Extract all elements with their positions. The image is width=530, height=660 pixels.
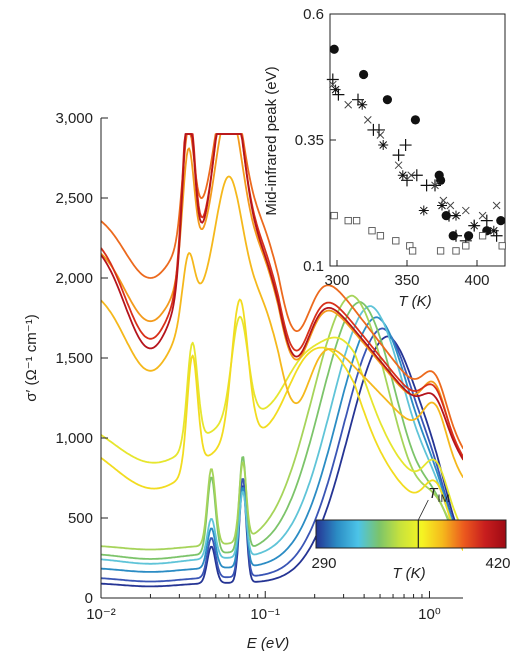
main-x-tick-label: 10⁻¹	[250, 606, 280, 623]
inset-point-open-square	[462, 242, 470, 250]
inset-point-cross	[394, 161, 403, 170]
main-x-tick-label: 10⁰	[418, 606, 441, 623]
inset-point-filled-circle	[382, 95, 392, 105]
inset-point-asterisk	[418, 205, 429, 216]
inset-point-asterisk	[488, 225, 499, 236]
spectrum-curve	[101, 133, 463, 450]
inset-y-axis-label: Mid-infrared peak (eV)	[263, 66, 280, 215]
main-y-tick-label: 3,000	[55, 110, 93, 127]
spectrum-curve	[101, 301, 463, 560]
main-x-axis-label: E (eV)	[247, 635, 290, 652]
main-y-tick-label: 1,000	[55, 430, 93, 447]
inset-point-asterisk	[451, 210, 461, 221]
inset-point-asterisk	[469, 220, 480, 231]
inset-chart: 300 350 400 0.1 0.35 0.6 T (K) Mid-infrared p…	[263, 6, 506, 310]
inset-point-asterisk	[397, 170, 408, 181]
inset-point-cross	[478, 211, 487, 220]
main-y-tick-label: 0	[85, 590, 93, 607]
inset-point-cross	[492, 201, 501, 210]
spectrum-curve	[101, 298, 463, 551]
colorbar-min-label: 290	[311, 555, 336, 572]
spectrum-curve	[101, 294, 463, 551]
main-x-tick-label: 10⁻²	[86, 606, 116, 623]
main-y-axis-label: σ′ (Ω⁻¹ cm⁻¹)	[23, 314, 40, 401]
inset-point-cross	[328, 80, 337, 89]
spectrum-curve	[101, 315, 463, 531]
inset-ticks: 300 350 400 0.1 0.35 0.6	[295, 6, 490, 289]
spectrum-curve	[101, 335, 463, 588]
spectrum-curve	[101, 133, 463, 458]
colorbar-gradient	[315, 519, 507, 549]
inset-point-cross	[446, 201, 455, 210]
inset-point-plus	[490, 229, 503, 242]
inset-point-cross	[363, 115, 372, 124]
inset-point-cross	[439, 196, 448, 205]
colorbar: TIM 290 420 T (K)	[311, 485, 510, 582]
main-y-tick-label: 2,500	[55, 190, 93, 207]
inset-point-filled-circle	[496, 216, 506, 226]
main-y-tick-label: 2,000	[55, 270, 93, 287]
spectrum-curve	[101, 133, 463, 460]
inset-point-asterisk	[357, 99, 368, 110]
inset-y-tick-label: 0.1	[303, 258, 324, 275]
inset-x-tick-label: 400	[464, 272, 489, 289]
inset-x-axis-label: T (K)	[398, 293, 431, 310]
inset-point-cross	[376, 131, 385, 139]
spectrum-curve	[101, 175, 463, 478]
inset-point-open-square	[344, 216, 352, 225]
colorbar-tim-label: TIM	[428, 485, 449, 505]
inset-point-open-square	[376, 232, 385, 240]
inset-point-plus	[450, 229, 462, 242]
inset-point-asterisk	[378, 140, 389, 151]
inset-point-plus	[399, 139, 412, 152]
inset-point-cross	[431, 181, 439, 190]
inset-point-open-square	[392, 237, 400, 245]
inset-point-plus	[332, 88, 345, 101]
inset-point-filled-circle	[410, 115, 420, 125]
main-y-tick-label: 1,500	[55, 350, 93, 367]
inset-y-tick-label: 0.6	[303, 6, 324, 23]
inset-point-plus	[352, 93, 364, 106]
inset-point-filled-circle	[359, 69, 369, 80]
inset-point-plus	[480, 214, 493, 227]
inset-point-open-square	[330, 211, 338, 220]
inset-point-plus	[326, 73, 339, 86]
inset-point-asterisk	[330, 84, 341, 95]
spectrum-curve	[101, 327, 463, 583]
inset-point-open-square	[408, 247, 417, 255]
main-y-ticks: 0 500 1,000 1,500 2,000 2,500 3,000	[55, 110, 108, 607]
colorbar-max-label: 420	[485, 555, 510, 572]
inset-x-tick-label: 350	[394, 272, 419, 289]
inset-point-cross	[461, 206, 470, 215]
inset-point-plus	[401, 174, 413, 187]
colorbar-title: T (K)	[392, 565, 425, 582]
inset-point-cross	[407, 171, 416, 180]
inset-point-open-square	[436, 247, 445, 255]
inset-point-open-square	[498, 242, 506, 250]
inset-point-asterisk	[437, 200, 447, 211]
inset-x-tick-label: 300	[324, 272, 349, 289]
main-y-tick-label: 500	[68, 510, 93, 527]
inset-point-cross	[344, 100, 353, 109]
inset-point-plus	[392, 149, 405, 162]
main-x-ticks: 10⁻² 10⁻¹ 10⁰	[86, 591, 441, 623]
inset-point-filled-circle	[329, 44, 339, 54]
inset-point-open-square	[368, 227, 376, 235]
inset-point-open-square	[478, 232, 487, 240]
inset-frame	[329, 13, 506, 267]
colorbar-tim-leader	[417, 499, 429, 521]
inset-points	[326, 44, 506, 255]
inset-y-tick-label: 0.35	[295, 132, 324, 149]
inset-point-plus	[410, 169, 423, 182]
main-chart: 10⁻² 10⁻¹ 10⁰ 0 500 1,000 1,500 2,000 2,500 3,00…	[23, 110, 463, 652]
inset-point-open-square	[452, 247, 460, 255]
inset-point-open-square	[352, 216, 361, 225]
main-curves	[101, 133, 463, 588]
